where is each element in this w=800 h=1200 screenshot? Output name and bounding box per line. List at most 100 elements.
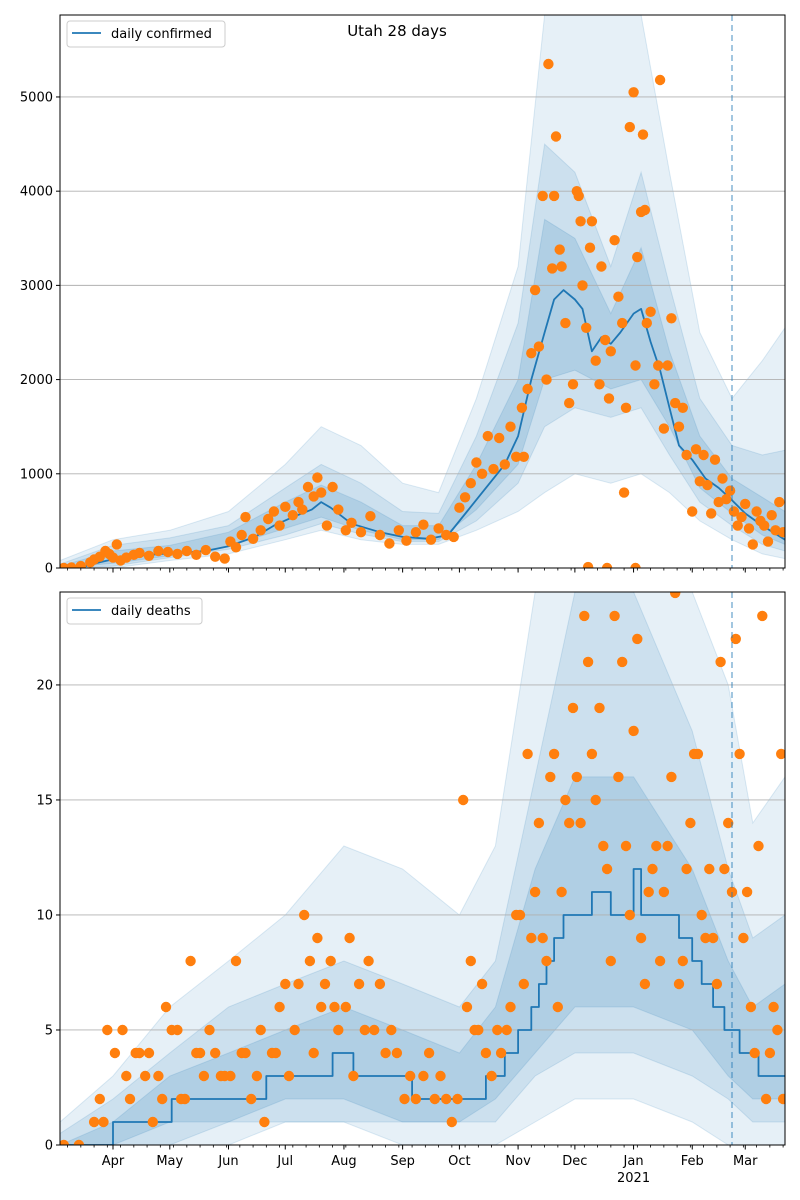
observed-point (581, 322, 592, 333)
observed-point (452, 1093, 463, 1105)
observed-point (293, 978, 304, 990)
observed-point (687, 506, 698, 517)
observed-point (601, 863, 613, 875)
observed-point (124, 1093, 136, 1105)
observed-point (579, 610, 590, 622)
daily-deaths-model-median- (60, 868, 785, 1145)
observed-point (698, 449, 709, 461)
confirmed-y-axis: 0 1000 2000 3000 4000 5000 (20, 90, 60, 577)
confirmed-gridlines (60, 96, 785, 475)
observed-point (601, 562, 613, 568)
observed-point (134, 547, 145, 559)
observed-point (410, 527, 422, 538)
observed-point (348, 1070, 359, 1082)
observed-point (393, 525, 404, 536)
observed-point (340, 1001, 351, 1013)
observed-point (630, 562, 641, 568)
observed-point (545, 771, 556, 783)
observed-point (319, 978, 331, 990)
band-outer (60, 592, 785, 1145)
observed-point (259, 1116, 270, 1128)
observed-point (480, 1047, 492, 1059)
observed-point (268, 506, 280, 517)
confirmed-panel: 0 1000 2000 3000 4000 5000 Utah 28 days daily… (20, 14, 786, 577)
observed-point (741, 886, 753, 898)
observed-point (740, 498, 751, 510)
observed-point (692, 748, 704, 760)
observed-point (325, 955, 336, 967)
observed-point (632, 633, 643, 645)
x-tick-label: Jun (217, 1154, 238, 1169)
confirmed-axes-frame (59, 14, 786, 569)
observed-point (333, 504, 344, 515)
observed-point (639, 204, 651, 216)
observed-point (529, 886, 541, 898)
observed-point (240, 1047, 251, 1059)
observed-point (590, 794, 601, 806)
observed-point (651, 840, 662, 852)
observed-point (316, 487, 327, 498)
observed-point (584, 242, 596, 253)
observed-point (210, 551, 221, 562)
observed-point (677, 402, 688, 413)
observed-point (613, 771, 624, 783)
deaths-median-line (60, 868, 785, 1145)
observed-point (185, 955, 196, 967)
observed-point (505, 1001, 516, 1013)
observed-point (732, 520, 743, 531)
y-tick-label: 4000 (20, 185, 53, 200)
observed-point (537, 932, 548, 944)
observed-point (556, 261, 567, 272)
observed-point (263, 513, 274, 525)
observed-point (706, 508, 717, 519)
observed-point (240, 511, 251, 523)
observed-point (117, 1024, 128, 1036)
observed-point (624, 121, 635, 133)
observed-point (60, 1139, 69, 1145)
observed-point (374, 978, 386, 990)
y-tick-label: 0 (45, 562, 53, 577)
observed-point (747, 539, 758, 550)
deaths-panel: 0 5 10 15 20 Apr May Jun Jul Aug Sep Oct Nov Dec Jan 2… (36, 591, 786, 1186)
observed-point (774, 496, 785, 508)
observed-point (355, 527, 367, 538)
observed-point (577, 280, 588, 291)
observed-point (454, 502, 465, 513)
observed-point (476, 978, 488, 990)
observed-point (548, 190, 560, 202)
x-tick-label: Feb (681, 1154, 704, 1169)
observed-point (560, 317, 571, 329)
observed-point (270, 1047, 281, 1059)
legend-label: daily deaths (111, 604, 191, 619)
observed-point (690, 444, 702, 455)
observed-point (134, 1047, 145, 1059)
observed-point (777, 1093, 785, 1105)
observed-point (501, 1024, 512, 1036)
observed-point (327, 481, 338, 493)
observed-point (425, 534, 437, 545)
x-tick-label: Aug (331, 1154, 356, 1169)
observed-point (499, 459, 510, 470)
observed-point (590, 355, 601, 366)
band-mid (60, 592, 785, 1145)
observed-point (556, 886, 567, 898)
observed-point (251, 1070, 263, 1082)
observed-point (635, 932, 647, 944)
observed-point (423, 1047, 435, 1059)
observed-point (685, 817, 696, 829)
observed-point (662, 360, 673, 371)
observed-point (200, 544, 211, 556)
band-outer (60, 15, 785, 568)
observed-point (147, 1116, 158, 1128)
observed-point (670, 592, 681, 599)
observed-point (768, 1001, 779, 1013)
observed-point (401, 535, 412, 546)
observed-point (181, 545, 192, 557)
observed-point (654, 74, 666, 86)
observed-point (526, 932, 537, 944)
observed-point (717, 473, 728, 484)
observed-point (274, 1001, 285, 1013)
observed-point (471, 457, 482, 468)
observed-point (359, 1024, 370, 1036)
